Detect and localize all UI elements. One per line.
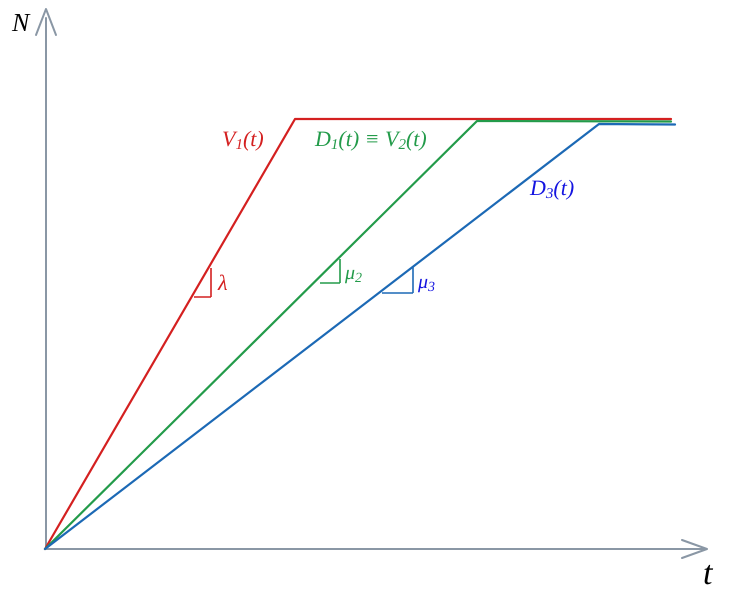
svg-text:μ2: μ2 <box>344 262 362 286</box>
svg-text:t: t <box>703 555 714 592</box>
svg-text:D3(t): D3(t) <box>529 175 574 202</box>
svg-text:λ: λ <box>217 270 228 295</box>
svg-text:N: N <box>11 8 31 37</box>
svg-text:D1(t) ≡ V2(t): D1(t) ≡ V2(t) <box>314 126 427 153</box>
svg-text:V1(t): V1(t) <box>222 126 264 153</box>
svg-text:μ3: μ3 <box>417 271 435 295</box>
